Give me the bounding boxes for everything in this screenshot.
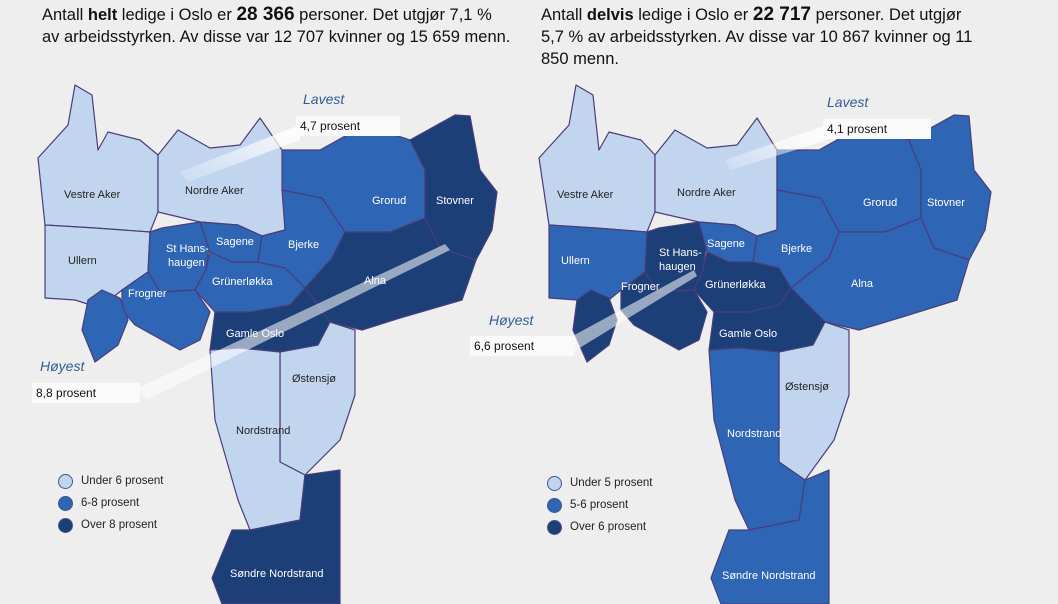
label-frogner: Frogner [128,288,167,300]
label-stovner: Stovner [436,195,474,207]
label-gamle-oslo: Gamle Oslo [226,328,284,340]
legend-swatch-high [547,519,562,535]
district-sondre-nordstrand [710,469,830,604]
highest-title: Høyest [489,312,534,328]
panel-heading: Antall helt ledige i Oslo er 28 366 pers… [42,4,511,46]
label-nordstrand: Nordstrand [236,425,290,437]
lowest-title: Lavest [827,94,869,110]
label-ullern: Ullern [68,255,97,267]
label-st-hanshaugen-1: St Hans- [659,247,702,259]
label-ullern: Ullern [561,255,590,267]
lowest-beam [180,125,300,182]
legend-label-high: Over 6 prosent [570,521,647,533]
highest-beam [569,270,697,352]
label-st-hanshaugen-2: haugen [659,261,696,273]
lowest-value: 4,1 prosent [823,119,931,139]
map-panel-partial-unemployment: Antall delvis ledige i Oslo er 22 717 pe… [529,0,1058,604]
label-gamle-oslo: Gamle Oslo [719,328,777,340]
lowest-value: 4,7 prosent [296,116,400,136]
legend-label-high: Over 8 prosent [81,519,158,531]
label-bjerke: Bjerke [288,239,319,251]
oslo-district-map: Vestre Aker Nordre Aker Ullern St Hans- … [37,84,498,604]
legend-label-mid: 5-6 prosent [570,499,629,511]
label-vestre-aker: Vestre Aker [557,189,614,201]
label-nordre-aker: Nordre Aker [677,187,736,199]
legend-swatch-low [547,475,562,491]
label-sondre-nordstrand: Søndre Nordstrand [722,570,816,582]
legend: Under 6 prosent 6-8 prosent Over 8 prose… [58,470,163,536]
legend-swatch-low [58,473,73,489]
district-vestre-aker [538,84,656,233]
legend-swatch-high [58,517,73,533]
label-sondre-nordstrand: Søndre Nordstrand [230,568,324,580]
label-grorud: Grorud [863,197,897,209]
legend-label-low: Under 5 prosent [570,477,653,489]
callout-beams [569,125,827,352]
highest-value: 6,6 prosent [470,336,574,356]
map-panel-full-unemployment: Antall helt ledige i Oslo er 28 366 pers… [32,4,511,604]
label-ostensjo: Østensjø [785,381,829,393]
district-stovner [908,114,992,261]
panel-heading: Antall delvis ledige i Oslo er 22 717 pe… [541,4,973,68]
district-nordre-aker [157,117,286,237]
legend-item-low: Under 6 prosent [58,470,163,492]
label-stovner: Stovner [927,197,965,209]
label-grunerlokka: Grünerløkka [212,276,273,288]
district-frogner-bygdoy [81,289,129,363]
callout-beams [138,125,450,400]
highest-value: 8,8 prosent [32,383,140,403]
legend-swatch-mid [58,495,73,511]
legend-label-low: Under 6 prosent [81,475,164,487]
label-st-hanshaugen-1: St Hans- [166,243,209,255]
label-sagene: Sagene [707,238,745,250]
legend-item-mid: 6-8 prosent [58,492,163,514]
label-nordstrand: Nordstrand [727,428,781,440]
label-ostensjo: Østensjø [292,373,336,385]
district-alna [790,217,970,331]
label-bjerke: Bjerke [781,243,812,255]
lowest-beam [725,125,827,170]
highest-beam [138,244,450,400]
legend-label-mid: 6-8 prosent [81,497,140,509]
label-alna: Alna [851,278,874,290]
label-sagene: Sagene [216,236,254,248]
label-grorud: Grorud [372,195,406,207]
label-st-hanshaugen-2: haugen [168,257,205,269]
label-grunerlokka: Grünerløkka [705,279,766,291]
legend: Under 5 prosent 5-6 prosent Over 6 prose… [547,472,652,538]
district-stovner [409,114,498,261]
label-nordre-aker: Nordre Aker [185,185,244,197]
lowest-title: Lavest [303,91,345,107]
legend-item-high: Over 6 prosent [547,516,652,538]
district-sondre-nordstrand [211,469,341,604]
district-frogner [121,271,211,351]
district-nordre-aker [654,117,778,237]
highest-title: Høyest [40,358,85,374]
legend-item-low: Under 5 prosent [547,472,652,494]
label-frogner: Frogner [621,281,660,293]
label-vestre-aker: Vestre Aker [64,189,121,201]
legend-item-high: Over 8 prosent [58,514,163,536]
legend-item-mid: 5-6 prosent [547,494,652,516]
oslo-district-map: Vestre Aker Nordre Aker Ullern St Hans- … [538,84,992,604]
label-alna: Alna [364,275,387,287]
district-vestre-aker [37,84,159,233]
legend-swatch-mid [547,497,562,513]
